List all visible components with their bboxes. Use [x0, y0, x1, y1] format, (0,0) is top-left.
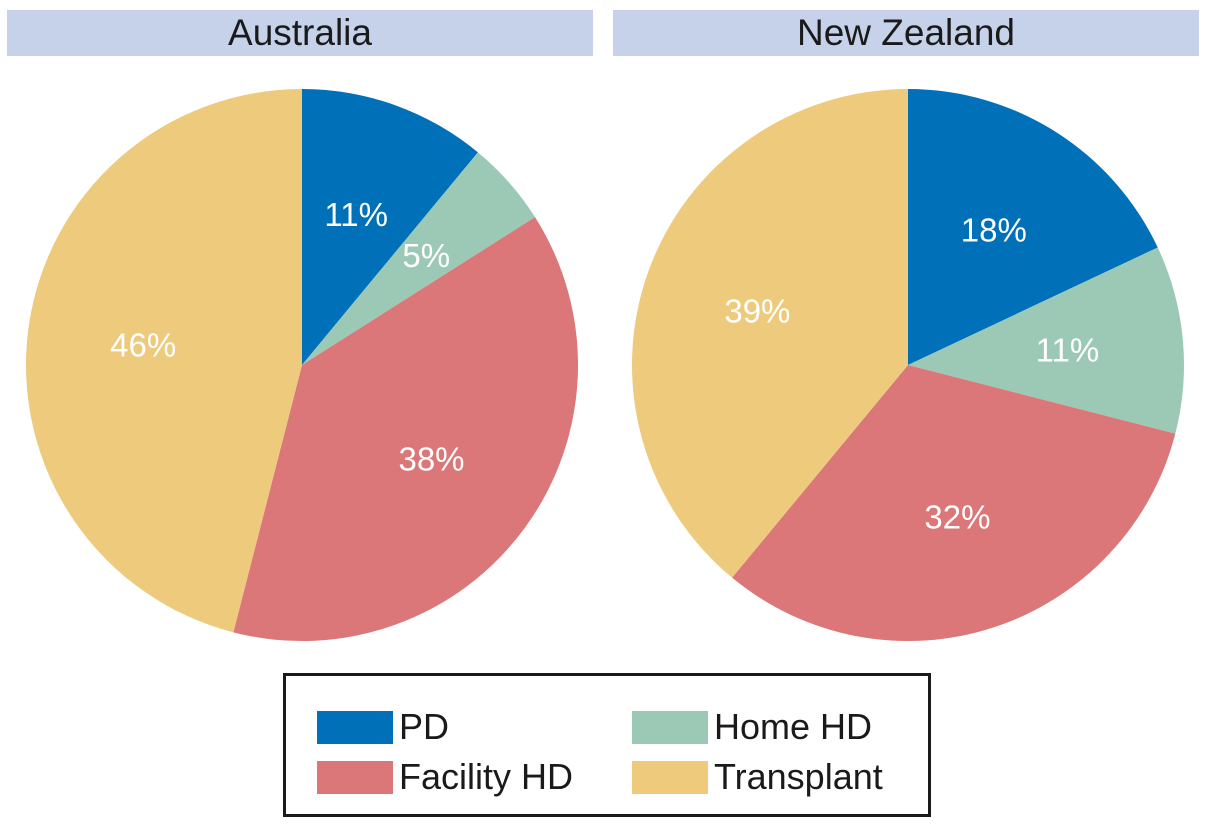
australia-pie-chart: 11% 5% 38% 46%	[25, 89, 579, 642]
legend-label-home-hd: Home HD	[714, 706, 873, 747]
legend-item-facility-hd: Facility HD	[317, 756, 573, 798]
legend-label-transplant: Transplant	[714, 756, 883, 797]
legend-label-pd: PD	[399, 706, 450, 747]
pie-slice-transplant	[632, 89, 908, 578]
legend: PD Home HD Facility HD Transplant	[283, 673, 931, 817]
pie-slice-facility-hd	[732, 365, 1176, 642]
new-zealand-chart-title: New Zealand	[613, 10, 1199, 56]
slice-label-pd: 11%	[324, 196, 388, 233]
pie-slice-home-hd	[908, 247, 1184, 434]
pie-slice-home-hd	[302, 152, 536, 365]
legend-swatch-transplant	[632, 760, 708, 794]
pie-slice-pd	[908, 89, 1158, 365]
pie-slice-pd	[302, 89, 478, 365]
legend-swatch-home-hd	[632, 710, 708, 744]
pie-slice-facility-hd	[233, 217, 579, 642]
legend-swatch-pd	[317, 710, 393, 744]
australia-chart-title: Australia	[7, 10, 593, 56]
slice-label-pd: 18%	[961, 211, 1027, 248]
slice-label-facility-hd: 32%	[924, 499, 990, 536]
slice-label-facility-hd: 38%	[398, 441, 464, 478]
slice-label-transplant: 46%	[110, 326, 176, 363]
legend-label-facility-hd: Facility HD	[399, 756, 574, 797]
slice-label-home-hd: 11%	[1036, 331, 1100, 368]
legend-swatch-facility-hd	[317, 760, 393, 794]
slice-label-home-hd: 5%	[402, 237, 450, 274]
new-zealand-pie-chart: 18% 11% 32% 39%	[632, 89, 1184, 642]
pie-slice-transplant	[25, 89, 303, 633]
legend-item-home-hd: Home HD	[632, 706, 872, 748]
legend-item-pd: PD	[317, 706, 449, 748]
legend-item-transplant: Transplant	[632, 756, 883, 798]
slice-label-transplant: 39%	[724, 292, 790, 329]
